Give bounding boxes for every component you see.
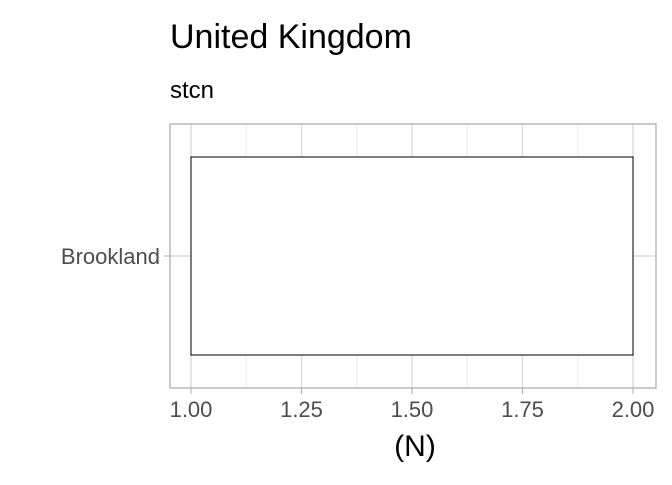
- y-axis-ticks: Brookland: [61, 244, 170, 269]
- bar: [190, 156, 634, 356]
- chart-subtitle: stcn: [170, 77, 214, 104]
- chart-title: United Kingdom: [170, 18, 412, 56]
- y-tick-label: Brookland: [61, 244, 160, 269]
- x-tick-label: 1.75: [501, 397, 544, 422]
- bars: [190, 156, 634, 356]
- x-axis-label: (N): [394, 430, 436, 463]
- x-tick-label: 1.50: [391, 397, 434, 422]
- x-axis-ticks: 1.00 1.25 1.50 1.75 2.00: [170, 388, 655, 422]
- x-tick-label: 1.00: [170, 397, 213, 422]
- x-tick-label: 1.25: [280, 397, 323, 422]
- x-tick-label: 2.00: [612, 397, 655, 422]
